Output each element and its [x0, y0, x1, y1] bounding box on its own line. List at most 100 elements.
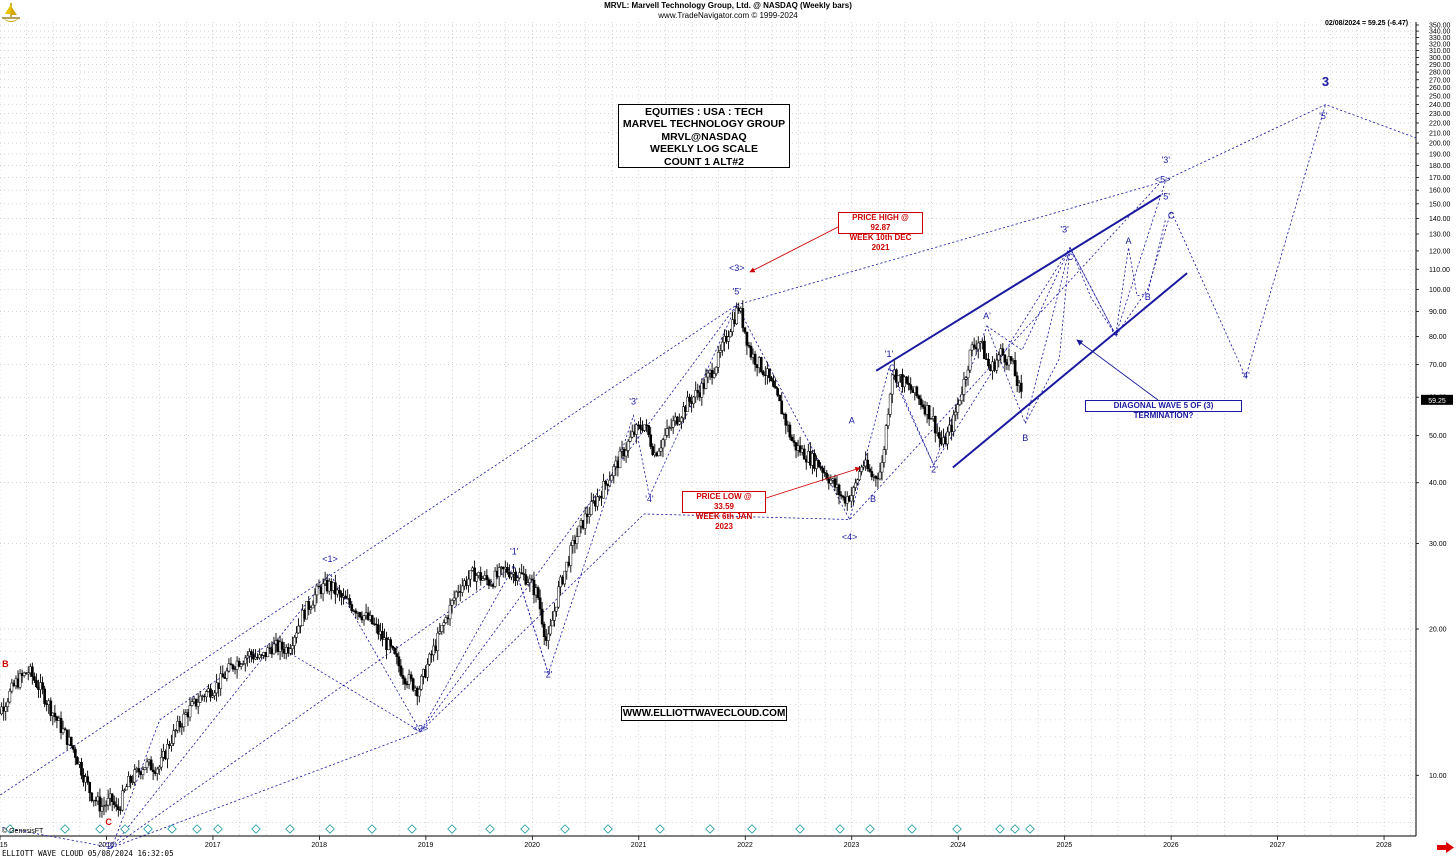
wave-line: [1024, 218, 1167, 424]
price-candle: [110, 793, 114, 802]
x-tick-label: 2018: [311, 842, 327, 849]
wave-line: [891, 247, 1071, 467]
grid: [0, 22, 1416, 836]
price-candle: [663, 435, 667, 441]
price-candle: [1009, 356, 1013, 361]
y-tick-label: 50.00: [1429, 433, 1447, 440]
price-candle: [858, 471, 861, 480]
price-candle: [536, 587, 540, 598]
price-candle: [340, 593, 343, 598]
y-tick-label: 210.00: [1429, 130, 1451, 137]
price-high-box: PRICE HIGH @ 92.87 WEEK 10th DEC 2021: [838, 212, 923, 252]
price-candle: [354, 610, 358, 614]
cycle-marker: [213, 824, 223, 834]
price-candle: [546, 633, 550, 641]
wave-label: '2': [105, 841, 114, 851]
price-candle: [237, 660, 241, 667]
price-candle: [639, 424, 642, 430]
price-candle: [18, 673, 22, 688]
cycle-marker: [325, 824, 335, 834]
price-candle: [90, 792, 94, 802]
price-candle: [741, 308, 745, 328]
price-candle: [487, 579, 491, 586]
price-candle: [915, 386, 919, 396]
price-candle: [976, 342, 980, 350]
wave-label: '3': [629, 396, 638, 406]
y-tick-label: 350.00: [1429, 22, 1451, 29]
price-candle: [506, 567, 509, 573]
annotation-arrows: [749, 225, 1456, 853]
price-candle: [761, 371, 765, 376]
price-candle: [557, 586, 560, 608]
price-candle: [518, 572, 521, 579]
price-candle: [849, 495, 853, 502]
price-candle: [964, 377, 968, 380]
price-candle: [444, 617, 448, 623]
price-candle: [155, 768, 159, 774]
price-candle: [712, 373, 716, 378]
price-candle: [98, 796, 102, 812]
price-candle: [170, 743, 173, 746]
cycle-marker: [367, 824, 377, 834]
price-candle: [41, 682, 44, 690]
cycle-marker: [447, 824, 457, 834]
y-tick-label: 80.00: [1429, 334, 1447, 341]
price-low-arrow: [762, 466, 861, 500]
price-candle: [995, 359, 999, 371]
price-candle: [497, 567, 501, 577]
price-candle: [870, 471, 874, 477]
price-candle: [727, 336, 730, 342]
price-candle: [401, 675, 405, 679]
price-candle: [10, 682, 14, 692]
price-candle: [452, 597, 456, 601]
price-candle: [819, 466, 822, 469]
wave-label: '4': [1112, 328, 1121, 338]
price-candle: [420, 676, 423, 690]
price-candle: [469, 570, 472, 580]
price-candle: [643, 424, 646, 431]
wave-line: [111, 304, 738, 848]
cycle-marker: [95, 824, 105, 834]
price-candle: [839, 494, 843, 497]
wave-label: '5': [1162, 192, 1171, 202]
price-candle: [121, 790, 124, 811]
price-candle: [213, 692, 216, 696]
price-candle: [917, 395, 921, 400]
diagonal-box: DIAGONAL WAVE 5 OF (3) TERMINATION?: [1085, 400, 1242, 420]
price-candle: [696, 390, 700, 393]
price-candle: [555, 606, 558, 612]
price-candle: [802, 448, 806, 460]
price-candle: [493, 570, 497, 587]
price-candle: [151, 769, 155, 773]
wave-label: '1': [885, 349, 894, 359]
price-candle: [874, 476, 878, 479]
wave-label: '5': [1319, 111, 1328, 121]
y-tick-label: 290.00: [1429, 62, 1451, 69]
price-candle: [209, 688, 212, 698]
price-candle: [102, 805, 106, 807]
price-candle: [688, 396, 691, 402]
price-candle: [321, 583, 325, 595]
channel-line: [952, 272, 1188, 469]
price-candle: [538, 597, 542, 610]
x-tick-label: 2026: [1163, 842, 1179, 849]
price-candle: [428, 653, 431, 665]
price-candle: [141, 769, 145, 775]
y-tick-label: 130.00: [1429, 232, 1451, 239]
price-candle: [905, 376, 908, 384]
cycle-marker: [192, 824, 202, 834]
price-candle: [1015, 375, 1019, 386]
price-candle: [675, 416, 679, 425]
price-candle: [665, 428, 669, 436]
y-tick-label: 140.00: [1429, 216, 1451, 223]
y-tick-label: 70.00: [1429, 362, 1447, 369]
y-tick-label: 40.00: [1429, 480, 1447, 487]
price-candle: [391, 645, 395, 649]
price-candle: [528, 578, 532, 583]
price-candle: [524, 574, 528, 585]
price-candle: [266, 647, 270, 658]
wave-label: A: [849, 415, 855, 425]
y-tick-label: 280.00: [1429, 70, 1451, 77]
last-price-label: 59.25: [1428, 398, 1446, 405]
